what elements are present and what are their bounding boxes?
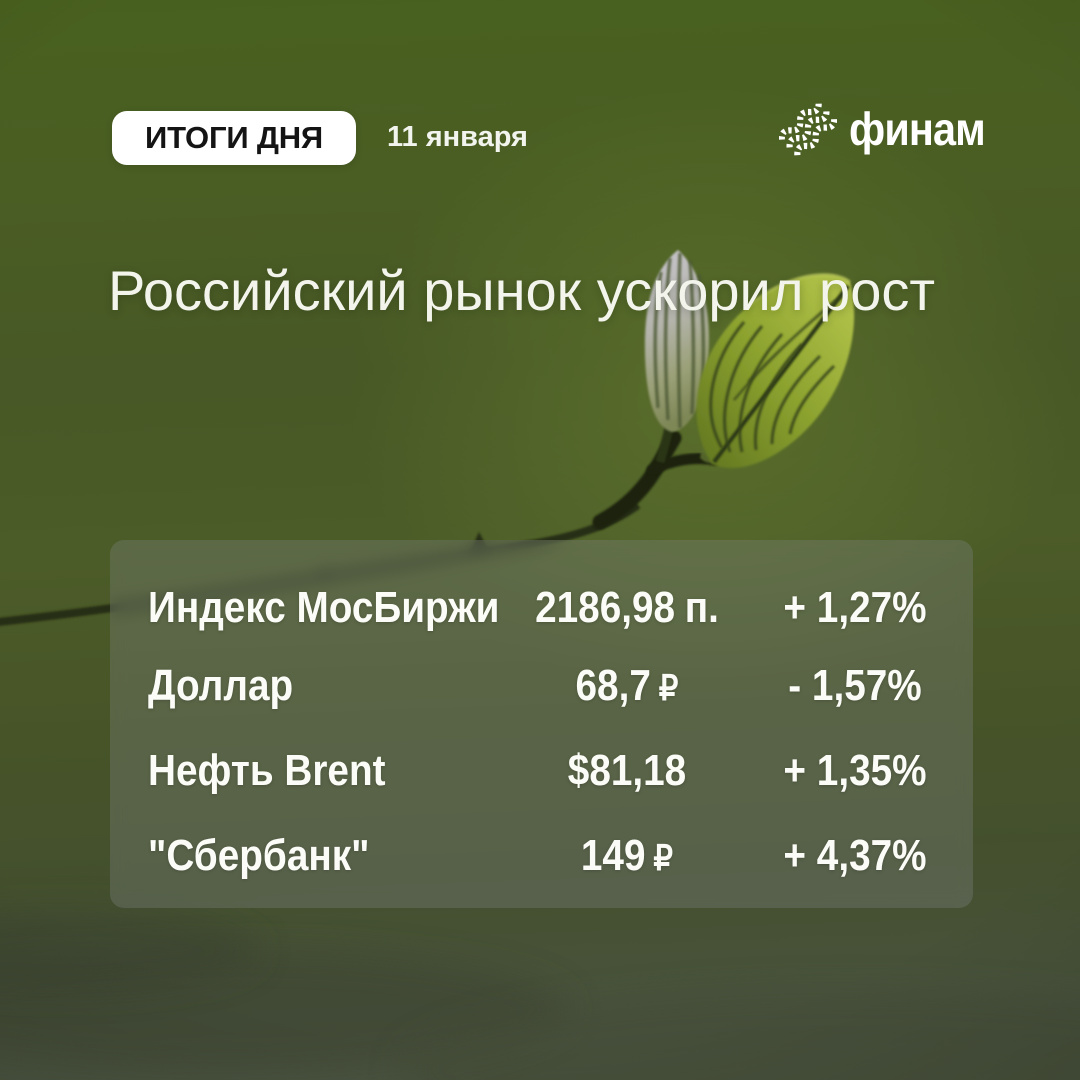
change-percent: + 1,27% [783,583,927,632]
instrument-label: Доллар [148,661,294,710]
instrument-label: Индекс МосБиржи [148,583,500,632]
finam-logo-text: финам [849,103,986,155]
table-row: Нефть Brent $81,18 + 1,35% [110,748,973,794]
instrument-value: 2186,98 п. [465,585,789,631]
daily-results-badge-label: ИТОГИ ДНЯ [145,120,323,155]
value-unit: п. [684,583,719,632]
table-row: Индекс МосБиржи 2186,98 п. + 1,27% [110,585,973,631]
daily-results-badge: ИТОГИ ДНЯ [112,111,356,165]
value-unit: ₽ [658,669,679,708]
value-unit: ₽ [653,839,674,878]
finam-waves-icon [779,102,837,156]
value-number: 149 [580,831,646,880]
value-number: 2186,98 [535,583,676,632]
instrument-value: $81,18 [465,748,789,794]
instrument-label: Нефть Brent [148,746,386,795]
table-row: "Сбербанк" 149 ₽ + 4,37% [110,833,973,879]
date-label: 11 января [387,121,528,153]
value-number: $81,18 [567,746,687,795]
finam-logo: финам [779,100,1000,158]
instrument-label: "Сбербанк" [148,831,370,880]
change-percent: - 1,57% [788,661,922,710]
change-percent: + 1,35% [783,746,927,795]
change-percent: + 4,37% [783,831,927,880]
table-row: Доллар 68,7 ₽ - 1,57% [110,663,973,709]
headline: Российский рынок ускорил рост [108,259,935,322]
market-data-panel: Индекс МосБиржи 2186,98 п. + 1,27% Доллар… [110,540,973,908]
instrument-value: 68,7 ₽ [465,663,789,712]
value-number: 68,7 [575,661,651,710]
instrument-value: 149 ₽ [465,833,789,882]
